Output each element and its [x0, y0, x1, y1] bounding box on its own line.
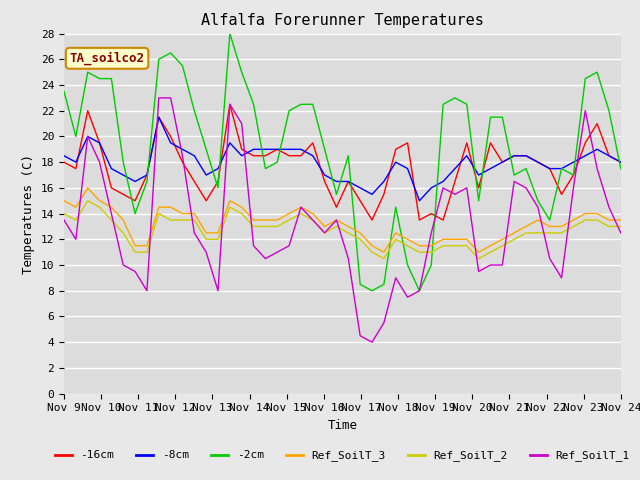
Text: TA_soilco2: TA_soilco2 [70, 51, 145, 65]
Y-axis label: Temperatures (C): Temperatures (C) [22, 154, 35, 274]
Title: Alfalfa Forerunner Temperatures: Alfalfa Forerunner Temperatures [201, 13, 484, 28]
Legend: -16cm, -8cm, -2cm, Ref_SoilT_3, Ref_SoilT_2, Ref_SoilT_1: -16cm, -8cm, -2cm, Ref_SoilT_3, Ref_Soil… [51, 446, 634, 466]
X-axis label: Time: Time [328, 419, 357, 432]
